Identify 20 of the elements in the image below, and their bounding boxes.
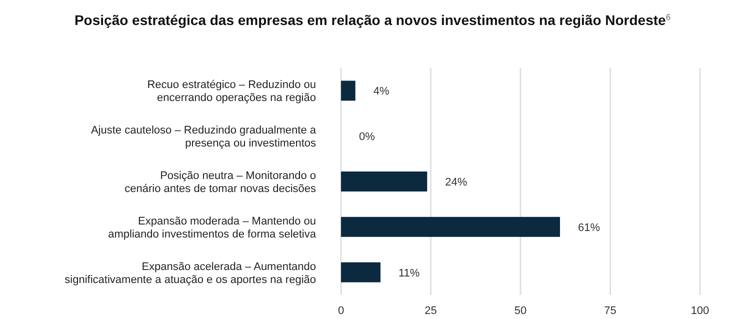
data-label: 11% <box>398 267 420 280</box>
bar <box>341 172 428 192</box>
data-label: 0% <box>359 131 376 144</box>
x-tick-label: 75 <box>604 305 616 317</box>
chart-title: Posição estratégica das empresas em relação a novos investimentos na região Nordeste$^{6}$ <box>74 12 671 28</box>
x-tick-label: 100 <box>690 305 710 317</box>
bar <box>341 80 356 101</box>
y-tick-label: Posição neutra – Monitorando o cenário antes de tomar novas decisões <box>124 170 316 195</box>
data-label: 4% <box>373 86 390 98</box>
bar <box>341 262 380 282</box>
data-label: 61% <box>578 222 600 234</box>
data-label: 24% <box>445 176 468 188</box>
bar <box>341 216 560 237</box>
y-tick-label: Ajuste cauteloso – Reduzindo gradualmente a presença ou investimentos <box>90 124 317 150</box>
x-tick-label: 25 <box>424 305 437 317</box>
x-tick-label: 0 <box>338 305 344 317</box>
y-tick-label: Expansão acelerada – Aumentando significativamente a atuação e os aportes na região <box>64 260 316 286</box>
x-tick-label: 50 <box>514 305 527 317</box>
y-tick-label: Expansão moderada – Mantendo ou ampliando investimentos de forma seletiva <box>108 215 317 240</box>
y-tick-label: Recuo estratégico – Reduzindo ou encerrando operações na região <box>147 79 316 104</box>
